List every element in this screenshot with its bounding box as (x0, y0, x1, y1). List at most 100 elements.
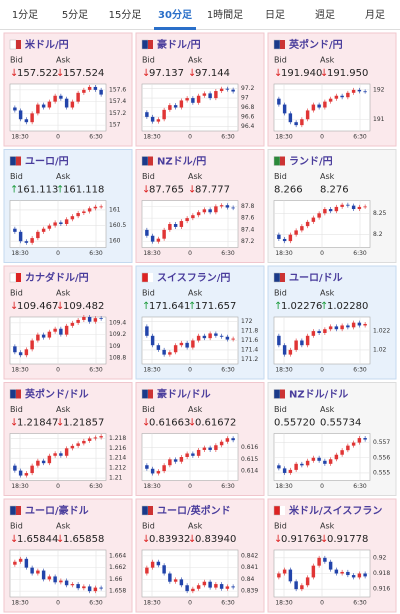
candle (196, 212, 201, 216)
bid-rate: 161.113 (17, 185, 58, 196)
candle (53, 95, 57, 102)
candle (53, 328, 57, 332)
rate-arrow: ↓ (142, 185, 150, 196)
y-tick-label: 0.84 (241, 576, 255, 583)
candle (70, 322, 75, 326)
pair-title[interactable]: 豪ドル/ドル (157, 388, 211, 401)
pair-title[interactable]: ランド/円 (289, 156, 333, 168)
pair-title[interactable]: ユーロ/ドル (289, 272, 343, 284)
x-tick-label: 6:30 (221, 134, 235, 141)
flag-left (9, 505, 17, 516)
x-tick-label: 0 (56, 600, 60, 607)
flag-right (148, 40, 153, 49)
candle (76, 92, 80, 102)
tab[interactable]: 30分足 (158, 8, 193, 21)
rate-arrow: ↓ (188, 68, 196, 79)
tab[interactable]: 1分足 (12, 9, 38, 21)
tab[interactable]: 日足 (265, 9, 285, 21)
candle (363, 91, 367, 93)
x-tick-label: 0 (188, 250, 192, 257)
pair-title[interactable]: 英ポンド/ドル (24, 388, 89, 401)
rate-arrow: ↓ (188, 534, 196, 545)
pair-title[interactable]: 英ポンド/円 (288, 38, 343, 51)
x-tick-label: 6:30 (89, 600, 103, 607)
rate-arrow: ↑ (188, 301, 196, 312)
pair-title[interactable]: 豪ドル/円 (157, 38, 201, 51)
x-tick-label: 6:30 (89, 250, 103, 257)
pair-title[interactable]: 米ドル/円 (25, 38, 69, 51)
candle (156, 119, 161, 122)
candle (351, 442, 356, 446)
candle (70, 216, 75, 220)
flag-left (141, 272, 149, 283)
rate-arrow: ↓ (10, 534, 18, 545)
flag-right (280, 156, 285, 166)
y-tick-label: 97 (241, 95, 249, 102)
x-tick-label: 18:30 (11, 250, 28, 257)
candle (64, 219, 69, 224)
candle (13, 107, 17, 111)
candle (13, 346, 17, 353)
pair-title[interactable]: ユーロ/円 (25, 156, 69, 168)
candle (93, 318, 98, 322)
pair-title[interactable]: スイスフラン/円 (157, 272, 230, 284)
candle (340, 204, 344, 207)
bid-rate: 97.137 (149, 68, 184, 79)
bid-rate: 0.91763 (281, 534, 322, 545)
candle (47, 576, 52, 580)
x-tick-label: 6:30 (353, 483, 367, 490)
pair-title[interactable]: ユーロ/豪ドル (25, 504, 89, 517)
tab[interactable]: 月足 (365, 9, 385, 21)
ask-label: Ask (320, 405, 335, 414)
tab[interactable]: 15分足 (109, 9, 142, 21)
ask-label: Ask (188, 522, 203, 531)
x-tick-label: 6:30 (353, 367, 367, 374)
y-tick-label: 172 (241, 318, 253, 325)
y-tick-label: 8.2 (373, 231, 383, 238)
candle (145, 112, 149, 117)
candle (145, 465, 149, 469)
tab[interactable]: 週足 (315, 9, 335, 21)
tab[interactable]: 1時間足 (207, 9, 243, 21)
y-tick-label: 1.664 (109, 552, 126, 559)
candle (334, 454, 339, 460)
pair-title[interactable]: 米ドル/スイスフラン (289, 504, 382, 517)
candle (185, 98, 189, 101)
rate-arrow: ↓ (320, 68, 328, 79)
candle (305, 110, 310, 120)
flag-right (16, 156, 21, 166)
candle (277, 98, 281, 105)
candle (59, 222, 63, 224)
candle (13, 561, 17, 565)
rate-arrow: ↓ (56, 534, 64, 545)
bid-rate: 0.83932 (149, 534, 190, 545)
y-tick-label: 96.8 (241, 104, 255, 111)
pair-title[interactable]: カナダドル/円 (25, 271, 89, 284)
pair-title[interactable]: NZドル/ドル (289, 389, 348, 401)
y-tick-label: 109.2 (109, 331, 126, 338)
pair-title[interactable]: ユーロ/英ポンド (157, 504, 231, 517)
pair-title[interactable]: NZドル/円 (157, 156, 206, 168)
x-tick-label: 18:30 (143, 600, 160, 607)
candle (305, 221, 310, 227)
flag-left (273, 505, 281, 516)
tab[interactable]: 5分足 (62, 9, 88, 21)
candle (59, 580, 63, 583)
ask-label: Ask (56, 172, 71, 181)
flag-left (141, 389, 149, 399)
